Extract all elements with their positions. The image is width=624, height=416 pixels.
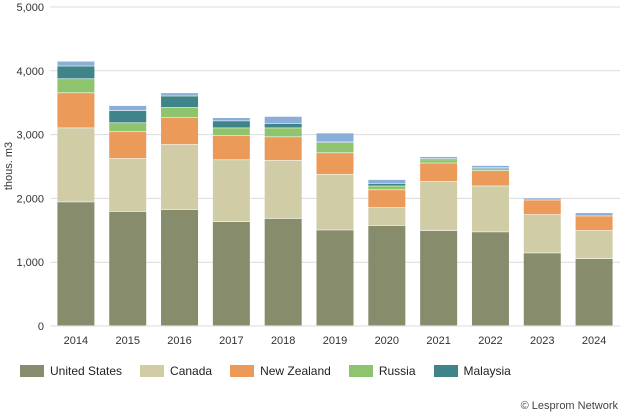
legend-swatch xyxy=(140,365,165,377)
bar-segment-russia xyxy=(264,128,302,137)
bar-segment-canada xyxy=(471,186,509,232)
x-tick-label: 2018 xyxy=(271,335,295,347)
legend-label: New Zealand xyxy=(260,364,331,378)
y-tick-label: 4,000 xyxy=(16,66,44,78)
bar-segment-united-states xyxy=(575,259,613,326)
bar-segment-canada xyxy=(109,158,147,212)
bar-segment-united-states xyxy=(109,211,147,326)
bar-segment-canada xyxy=(523,214,561,253)
y-tick-label: 3,000 xyxy=(16,130,44,142)
x-tick-label: 2024 xyxy=(582,335,606,347)
x-tick-label: 2016 xyxy=(167,335,191,347)
x-tick-label: 2014 xyxy=(64,335,88,347)
bar-segment-other xyxy=(212,118,250,121)
bar-segment-united-states xyxy=(420,230,458,326)
bar-segment-malaysia xyxy=(57,66,95,79)
y-tick-label: 1,000 xyxy=(16,257,44,269)
bar-segment-other xyxy=(420,156,458,159)
bar-segment-russia xyxy=(161,107,199,118)
x-tick-label: 2017 xyxy=(219,335,243,347)
bar-segment-other xyxy=(523,198,561,200)
x-tick-label: 2015 xyxy=(115,335,139,347)
bar-segment-united-states xyxy=(471,232,509,326)
legend-item: Malaysia xyxy=(433,364,511,378)
bar-segment-united-states xyxy=(57,202,95,326)
copyright-credit: © Lesprom Network xyxy=(520,400,618,412)
x-tick-label: 2021 xyxy=(426,335,450,347)
bar-segment-malaysia xyxy=(264,123,302,128)
legend-swatch xyxy=(433,365,458,377)
bar-segment-united-states xyxy=(523,253,561,326)
bar-segment-russia xyxy=(420,160,458,163)
bar-segment-new-zealand xyxy=(420,163,458,182)
bar-segment-canada xyxy=(161,144,199,210)
bar-segment-new-zealand xyxy=(109,132,147,159)
legend-label: Canada xyxy=(170,364,213,378)
bar-segment-other xyxy=(264,116,302,124)
legend-swatch xyxy=(20,365,44,377)
bar-segment-malaysia xyxy=(109,110,147,123)
bar-segment-new-zealand xyxy=(368,190,406,208)
bar-segment-new-zealand xyxy=(212,135,250,160)
bar-segment-canada xyxy=(316,174,354,230)
bar-segment-other xyxy=(316,133,354,142)
bar-segment-canada xyxy=(420,181,458,231)
x-tick-label: 2020 xyxy=(375,335,399,347)
bar-segment-other xyxy=(109,105,147,111)
x-tick-label: 2019 xyxy=(323,335,347,347)
bar-segment-new-zealand xyxy=(575,216,613,231)
bar-segment-malaysia xyxy=(471,167,509,169)
legend-item: Russia xyxy=(348,364,416,378)
bar-segment-united-states xyxy=(316,230,354,326)
bar-segment-canada xyxy=(368,207,406,226)
bar-segment-russia xyxy=(212,128,250,136)
bar-segment-russia xyxy=(57,79,95,93)
legend-label: United States xyxy=(50,364,123,378)
legend: United States Canada New Zealand Russia Mala… xyxy=(20,364,511,378)
bar-segment-malaysia xyxy=(212,121,250,128)
legend-label: Russia xyxy=(378,364,416,378)
bar-segment-malaysia xyxy=(161,96,199,108)
bar-segment-united-states xyxy=(368,225,406,326)
y-tick-label: 5,000 xyxy=(16,2,44,14)
bar-segment-united-states xyxy=(212,222,250,326)
bar-segment-new-zealand xyxy=(264,137,302,161)
bar-segment-new-zealand xyxy=(161,118,199,145)
bar-segment-other xyxy=(471,165,509,168)
legend-item: Canada xyxy=(140,364,212,378)
bar-segment-united-states xyxy=(161,209,199,326)
bar-segment-new-zealand xyxy=(316,153,354,175)
bar-segment-canada xyxy=(575,230,613,259)
bar-segment-new-zealand xyxy=(471,170,509,186)
stacked-bar-chart: 0 1,000 2,000 3,000 4,000 5,000 thous. m3 2014 2… xyxy=(3,2,620,347)
bar-segment-other xyxy=(575,213,613,216)
x-tick-label: 2023 xyxy=(530,335,554,347)
y-axis-label: thous. m3 xyxy=(3,142,15,190)
bar-segment-malaysia xyxy=(368,183,406,186)
bar-segment-other xyxy=(57,61,95,66)
bar-segment-russia xyxy=(109,123,147,132)
y-tick-label: 0 xyxy=(38,321,44,333)
bar-segment-malaysia xyxy=(316,141,354,143)
x-tick-label: 2022 xyxy=(478,335,502,347)
bar-segment-canada xyxy=(264,160,302,219)
legend-label: Malaysia xyxy=(463,364,511,378)
bar-segment-other xyxy=(368,179,406,184)
bar-segment-russia xyxy=(316,142,354,153)
bar-segment-russia xyxy=(368,186,406,190)
legend-swatch xyxy=(348,365,373,377)
bar-segment-new-zealand xyxy=(57,93,95,128)
y-tick-label: 2,000 xyxy=(16,193,44,205)
legend-swatch xyxy=(230,365,255,377)
bar-segment-other xyxy=(161,93,199,96)
legend-item: New Zealand xyxy=(230,364,331,378)
bar-segment-new-zealand xyxy=(523,200,561,215)
bar-segment-canada xyxy=(212,160,250,222)
bar-segment-canada xyxy=(57,128,95,202)
bar-segment-russia xyxy=(471,169,509,171)
bar-segment-united-states xyxy=(264,218,302,326)
legend-item: United States xyxy=(20,364,122,378)
bar-segment-malaysia xyxy=(420,158,458,160)
